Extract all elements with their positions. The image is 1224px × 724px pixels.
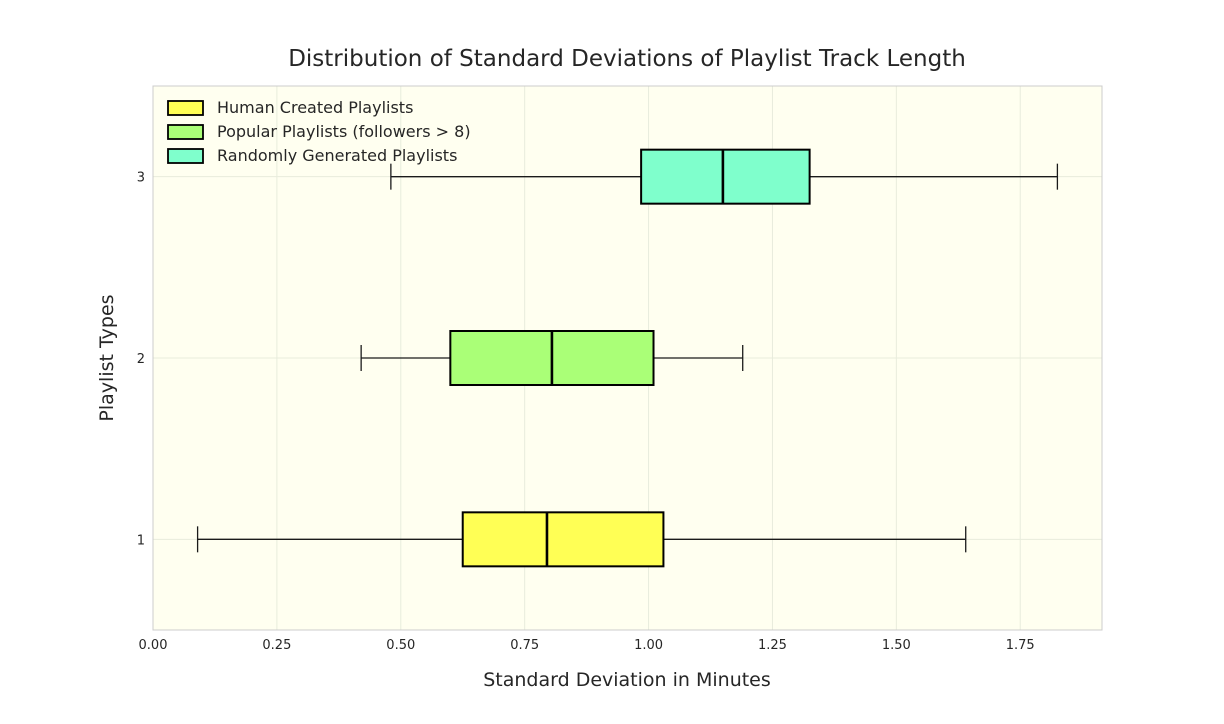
x-tick-label: 1.25 (758, 638, 787, 653)
box-iqr (640, 148, 811, 205)
legend-swatch (167, 100, 204, 116)
box-iqr (461, 511, 665, 568)
y-tick-label: 1 (137, 533, 145, 548)
plot-frame (152, 85, 1103, 631)
y-tick-label: 2 (137, 352, 145, 367)
chart-title: Distribution of Standard Deviations of P… (288, 46, 966, 72)
x-tick-label: 0.50 (386, 638, 415, 653)
x-tick-label: 1.50 (882, 638, 911, 653)
y-tick-labels: 1 2 3 (137, 171, 145, 549)
legend-swatch (167, 148, 204, 164)
x-tick-label: 0.25 (262, 638, 291, 653)
legend-label: Human Created Playlists (217, 98, 413, 117)
legend-swatch (167, 124, 204, 140)
x-tick-label: 1.75 (1006, 638, 1035, 653)
x-tick-labels: 0.00 0.25 0.50 0.75 1.00 1.25 1.50 1.75 (139, 638, 1035, 653)
y-axis-label: Playlist Types (96, 294, 118, 421)
x-tick-label: 1.00 (634, 638, 663, 653)
x-axis-label: Standard Deviation in Minutes (483, 669, 771, 691)
box-group (360, 330, 744, 386)
box-group (196, 511, 967, 568)
legend-label: Popular Playlists (followers > 8) (217, 122, 471, 141)
box-group (390, 148, 1059, 205)
legend-label: Randomly Generated Playlists (217, 146, 457, 165)
y-tick-label: 3 (137, 171, 145, 186)
box-series (196, 148, 1059, 568)
x-tick-label: 0.00 (139, 638, 168, 653)
x-tick-label: 0.75 (510, 638, 539, 653)
legend: Human Created Playlists Popular Playlists… (167, 98, 471, 165)
